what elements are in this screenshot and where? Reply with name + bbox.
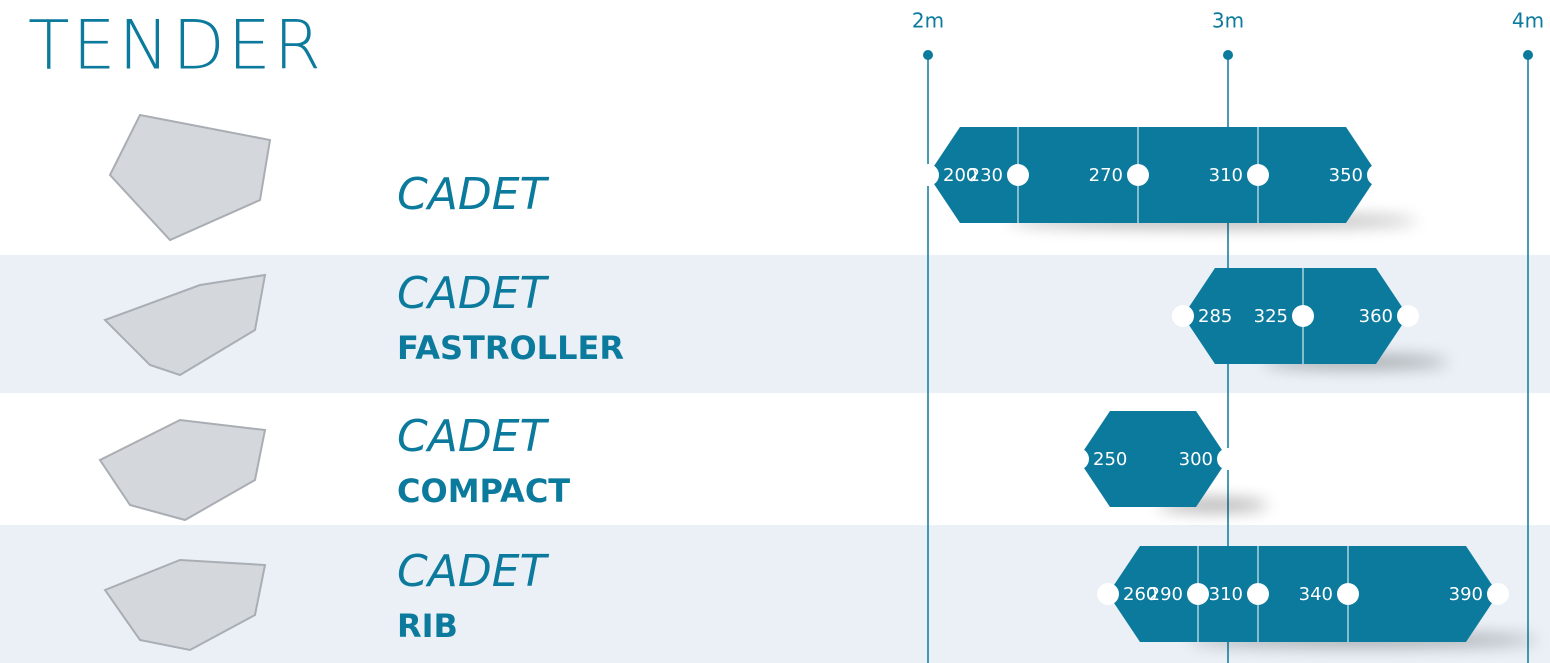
value-dot xyxy=(1487,583,1509,605)
value-label: 290 xyxy=(1149,584,1183,605)
value-dot xyxy=(1292,305,1314,327)
chart-title: TENDER xyxy=(28,7,324,86)
value-dot xyxy=(1217,448,1239,470)
axis-dot xyxy=(923,50,933,60)
axis-dot xyxy=(1523,50,1533,60)
value-dot xyxy=(1097,583,1119,605)
row-name: CADET xyxy=(397,169,550,220)
chart: TENDER 2m 3m 4m CADET CADET FASTROLLER CADET C… xyxy=(0,0,1550,663)
value-dot xyxy=(1337,583,1359,605)
x-tick-label: 2m xyxy=(912,9,944,33)
row-name: CADET xyxy=(397,268,550,319)
value-label: 285 xyxy=(1198,306,1232,327)
value-label: 270 xyxy=(1089,165,1123,186)
value-dot xyxy=(1127,164,1149,186)
value-label: 230 xyxy=(969,165,1003,186)
row-model: RIB xyxy=(397,607,458,645)
value-dot xyxy=(1247,583,1269,605)
value-dot xyxy=(917,164,939,186)
value-dot xyxy=(1187,583,1209,605)
axis-dot xyxy=(1223,50,1233,60)
boat-image xyxy=(110,115,270,240)
value-label: 310 xyxy=(1209,165,1243,186)
value-dot xyxy=(1397,305,1419,327)
value-label: 310 xyxy=(1209,584,1243,605)
value-dot xyxy=(1067,448,1089,470)
x-tick-label: 3m xyxy=(1212,9,1244,33)
x-tick-label: 4m xyxy=(1512,9,1544,33)
value-label: 340 xyxy=(1299,584,1333,605)
value-dot xyxy=(1172,305,1194,327)
row-name: CADET xyxy=(397,411,550,462)
boat-image xyxy=(100,420,265,520)
row-name: CADET xyxy=(397,546,550,597)
value-label: 360 xyxy=(1359,306,1393,327)
value-label: 300 xyxy=(1179,449,1213,470)
value-label: 350 xyxy=(1329,165,1363,186)
value-dot xyxy=(1007,164,1029,186)
value-dot xyxy=(1367,164,1389,186)
value-label: 390 xyxy=(1449,584,1483,605)
value-label: 250 xyxy=(1093,449,1127,470)
value-dot xyxy=(1247,164,1269,186)
row-model: COMPACT xyxy=(397,472,570,510)
value-label: 325 xyxy=(1254,306,1288,327)
row-model: FASTROLLER xyxy=(397,329,624,367)
